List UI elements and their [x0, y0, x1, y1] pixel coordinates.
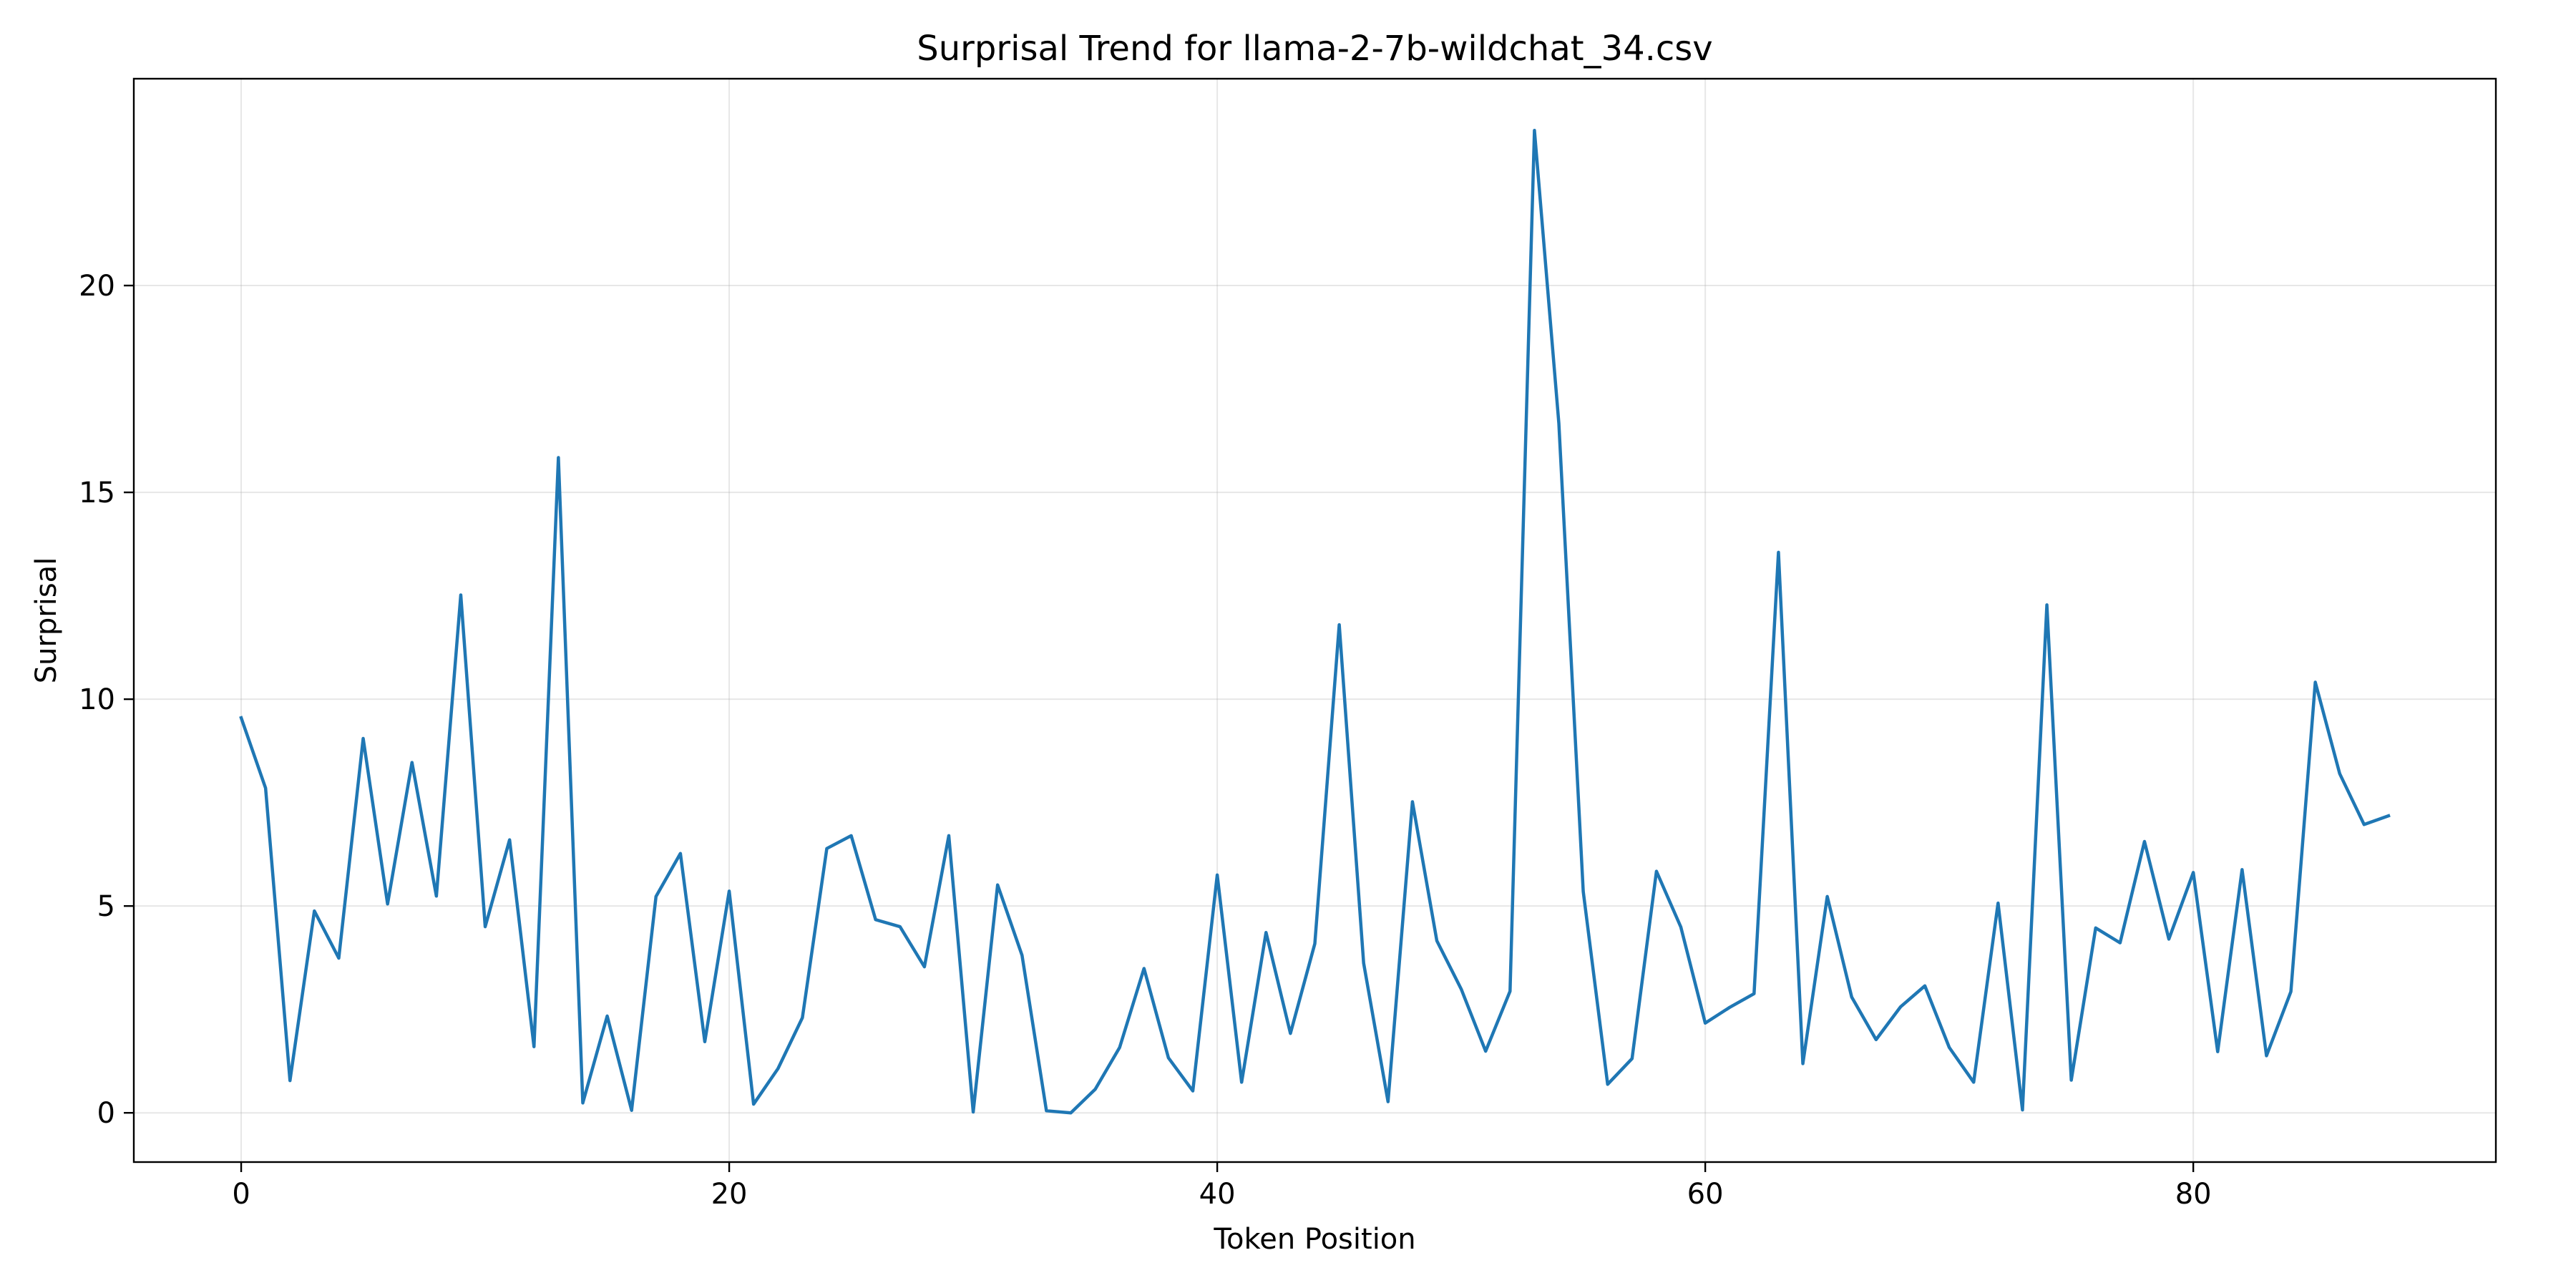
chart-title: Surprisal Trend for llama-2-7b-wildchat_…: [917, 29, 1712, 69]
y-axis-label: Surprisal: [30, 557, 63, 684]
x-tick-label: 80: [2175, 1178, 2212, 1211]
series-line: [239, 129, 2391, 1115]
plot-frame: [132, 77, 2497, 1163]
x-tick-label: 0: [232, 1178, 250, 1211]
data-series: [239, 129, 2391, 1115]
x-tick-label: 20: [711, 1178, 748, 1211]
y-tick-label: 15: [79, 477, 115, 509]
y-tick-label: 0: [97, 1097, 115, 1130]
y-tick-label: 5: [97, 890, 115, 923]
y-tick-label: 10: [79, 683, 115, 716]
y-tick-label: 20: [79, 270, 115, 303]
x-tick-label: 40: [1199, 1178, 1236, 1211]
axis-ticks: 0 20 40 60 80 0 5 10 15 20: [79, 270, 2212, 1211]
x-tick-label: 60: [1687, 1178, 1724, 1211]
x-axis-label: Token Position: [1213, 1223, 1415, 1256]
grid-lines: [134, 79, 2496, 1162]
